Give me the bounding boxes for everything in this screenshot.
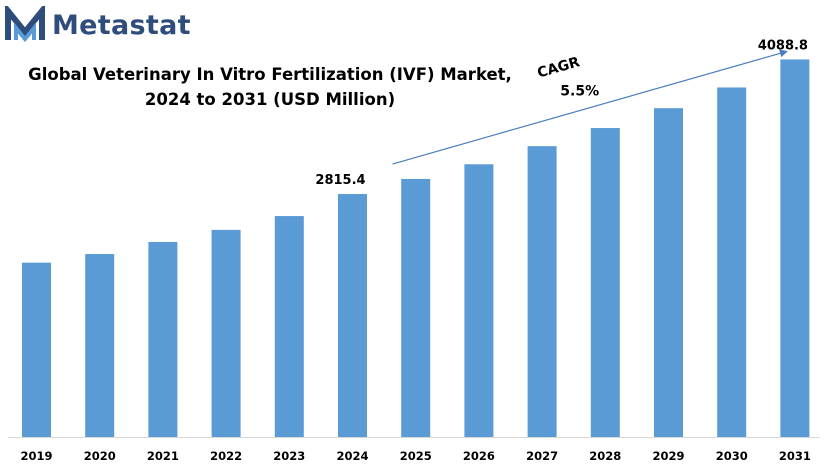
- bar-2027: [527, 146, 557, 437]
- bar-2023: [274, 216, 304, 437]
- x-tick-2019: 2019: [20, 449, 52, 463]
- bar-2031: [780, 59, 810, 437]
- x-tick-2021: 2021: [147, 449, 179, 463]
- x-tick-2022: 2022: [210, 449, 242, 463]
- bar-2028: [590, 128, 620, 437]
- bars-group: [22, 59, 810, 438]
- data-labels: 2815.4 4088.8: [315, 38, 808, 188]
- bar-2029: [654, 108, 683, 438]
- metastat-logo: Metastat: [4, 4, 191, 46]
- metastat-logo-icon: [5, 6, 45, 43]
- chart-title-line-1: Global Veterinary In Vitro Fertilization…: [28, 65, 512, 84]
- cagr-label: CAGR: [536, 54, 582, 81]
- x-tick-2024: 2024: [336, 449, 368, 463]
- data-label-2031: 4088.8: [758, 38, 808, 53]
- bar-2022: [211, 229, 241, 437]
- bar-2024: [338, 194, 367, 437]
- chart-title-line-2: 2024 to 2031 (USD Million): [144, 90, 396, 109]
- bar-2030: [717, 87, 747, 437]
- brand-name: Metastat: [52, 9, 191, 41]
- x-tick-2029: 2029: [652, 449, 684, 463]
- data-label-2024: 2815.4: [315, 173, 365, 188]
- bar-2021: [148, 241, 178, 437]
- x-tick-2025: 2025: [400, 449, 432, 463]
- x-tick-2026: 2026: [463, 449, 495, 463]
- x-tick-2023: 2023: [273, 449, 305, 463]
- x-tick-2028: 2028: [589, 449, 621, 463]
- cagr-arrow: [392, 49, 788, 165]
- bar-2020: [85, 254, 115, 437]
- bar-2026: [464, 164, 494, 437]
- bar-2019: [22, 262, 51, 437]
- x-tick-2031: 2031: [779, 449, 811, 463]
- chart-title: Global Veterinary In Vitro Fertilization…: [20, 62, 520, 112]
- x-tick-labels: 2019 2020 2021 2022 2023 2024 2025 2026 2027 2028…: [20, 449, 810, 463]
- x-tick-2027: 2027: [526, 449, 558, 463]
- bar-2025: [401, 178, 431, 437]
- x-tick-2030: 2030: [716, 449, 748, 463]
- cagr-value: 5.5%: [560, 84, 599, 100]
- x-tick-2020: 2020: [84, 449, 116, 463]
